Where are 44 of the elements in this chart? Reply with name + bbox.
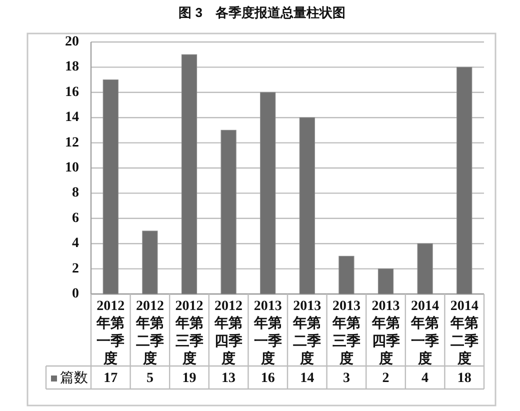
y-tick-label: 16 [65,84,79,100]
x-tick-label: 2012年第三季度 [174,299,204,368]
data-label: 3 [342,371,350,386]
chart-title: 图 3 各季度报道总量柱状图 [178,5,346,20]
x-tick-label: 2013年第一季度 [252,299,282,368]
bar [378,268,394,294]
x-tick-label: 2012年第二季度 [134,299,164,368]
x-tick-label: 2012年第四季度 [214,299,243,368]
x-tick-label: 2012年第一季度 [96,299,125,368]
bar [456,66,472,294]
bar [220,130,236,294]
x-tick-label: 2013年第四季度 [370,299,400,368]
x-tick-label: 2013年第三季度 [331,299,360,368]
data-label: 14 [300,371,314,386]
bar [417,243,433,294]
bar [102,80,118,294]
legend: 篇数 [51,371,88,386]
x-tick-label: 2014年第一季度 [410,299,440,368]
x-tick-label: 2013年第二季度 [292,299,322,368]
y-tick-label: 18 [65,60,79,75]
bar [181,54,198,294]
y-tick-label: 10 [65,160,79,176]
data-label: 17 [104,371,118,386]
data-label: 18 [457,371,472,386]
bar [260,92,276,294]
data-label: 16 [260,371,275,386]
y-tick-label: 0 [72,286,79,302]
y-tick-label: 2 [72,261,79,276]
y-tick-label: 6 [72,210,79,226]
data-label: 19 [182,371,196,386]
legend-label: 篇数 [60,370,88,386]
data-label: 5 [146,371,154,386]
y-tick-label: 12 [65,135,79,150]
y-tick-label: 8 [72,186,79,201]
bar [299,117,315,294]
y-tick-label: 20 [65,34,79,50]
bar [142,230,158,294]
y-tick-label: 14 [65,110,79,126]
bar [338,256,354,294]
data-label: 4 [422,371,429,386]
data-label: 2 [382,371,390,386]
y-tick-label: 4 [72,236,79,252]
x-tick-label: 2014年第二季度 [449,299,478,368]
data-label: 13 [222,371,236,386]
